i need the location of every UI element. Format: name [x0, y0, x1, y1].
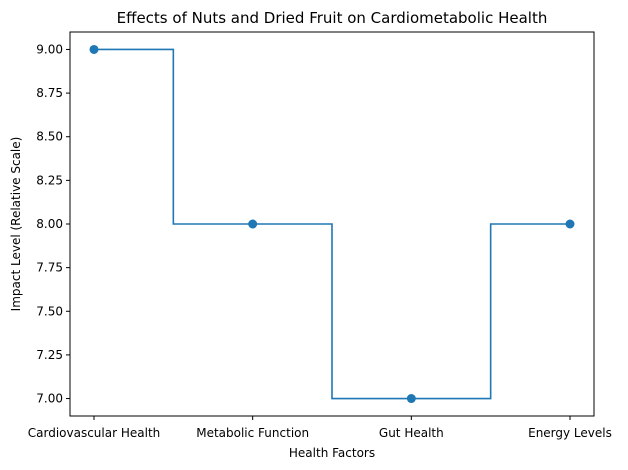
y-tick-label: 8.50 — [36, 130, 63, 144]
y-tick-label: 7.25 — [36, 348, 63, 362]
y-tick-label: 7.75 — [36, 261, 63, 275]
y-tick-label: 8.25 — [36, 173, 63, 187]
x-tick-label: Energy Levels — [528, 426, 612, 440]
y-tick-label: 8.00 — [36, 217, 63, 231]
x-tick-label: Metabolic Function — [196, 426, 309, 440]
series-group — [89, 44, 575, 404]
x-axis: Cardiovascular Health Metabolic Function G… — [28, 416, 612, 440]
y-tick-label: 8.75 — [36, 86, 63, 100]
data-point — [89, 44, 99, 54]
x-tick-label: Cardiovascular Health — [28, 426, 161, 440]
chart-title: Effects of Nuts and Dried Fruit on Cardi… — [117, 9, 548, 27]
x-axis-label: Health Factors — [289, 446, 375, 460]
data-point — [565, 219, 575, 229]
y-tick-label: 7.00 — [36, 392, 63, 406]
data-point — [248, 219, 258, 229]
series-line — [94, 48, 570, 400]
y-tick-label: 7.50 — [36, 304, 63, 318]
x-tick-label: Gut Health — [379, 426, 444, 440]
y-axis: 7.00 7.25 7.50 7.75 8.00 8.25 8.50 8.75 9.00 — [36, 42, 70, 406]
y-tick-label: 9.00 — [36, 42, 63, 56]
y-axis-label: Impact Level (Relative Scale) — [9, 137, 23, 312]
data-point — [406, 394, 416, 404]
